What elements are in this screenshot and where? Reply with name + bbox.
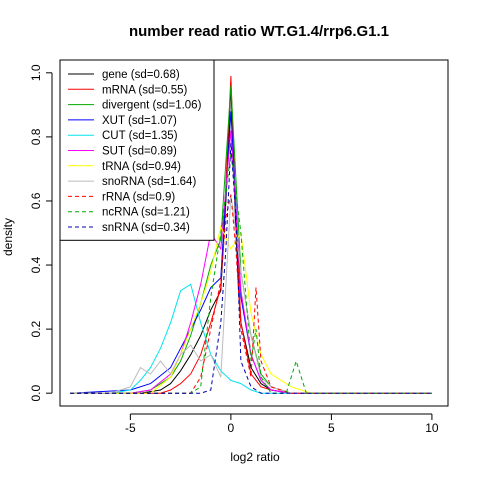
y-tick-label-2: 0.4 [29, 256, 43, 273]
y-tick-label-3: 0.6 [29, 192, 43, 209]
y-tick-label-1: 0.2 [29, 320, 43, 337]
series-line-10 [70, 143, 432, 394]
legend-label-10: snRNA (sd=0.34) [102, 222, 190, 234]
series-line-9 [70, 152, 432, 394]
legend-label-4: CUT (sd=1.35) [102, 130, 178, 142]
y-tick-label-5: 1.0 [29, 64, 43, 81]
chart-title: number read ratio WT.G1.4/rrp6.G1.1 [129, 23, 389, 40]
legend-label-8: rRNA (sd=0.9) [102, 191, 175, 203]
y-axis-label: density [1, 218, 15, 256]
x-axis-label: log2 ratio [230, 450, 280, 464]
y-tick-label-0: 0.0 [29, 385, 43, 402]
y-tick-label-4: 0.8 [29, 128, 43, 145]
legend-label-5: SUT (sd=0.89) [102, 146, 177, 158]
legend-label-1: mRNA (sd=0.55) [102, 84, 187, 96]
series-line-8 [70, 194, 432, 394]
series-line-5 [70, 130, 432, 394]
legend-label-6: tRNA (sd=0.94) [102, 161, 181, 173]
legend-label-0: gene (sd=0.68) [102, 69, 180, 81]
series-line-4 [70, 283, 432, 394]
x-tick-label-1: 0 [228, 421, 235, 435]
plot-area [70, 75, 432, 394]
x-tick-label-2: 5 [328, 421, 335, 435]
series-line-7 [70, 194, 432, 394]
x-tick-label-3: 10 [425, 421, 439, 435]
legend-label-3: XUT (sd=1.07) [102, 115, 177, 127]
legend: gene (sd=0.68) mRNA (sd=0.55) divergent (s… [59, 59, 215, 241]
legend-label-9: ncRNA (sd=1.21) [102, 207, 190, 219]
legend-label-7: snoRNA (sd=1.64) [102, 176, 196, 188]
legend-label-2: divergent (sd=1.06) [102, 100, 202, 112]
x-tick-label-0: -5 [125, 421, 136, 435]
